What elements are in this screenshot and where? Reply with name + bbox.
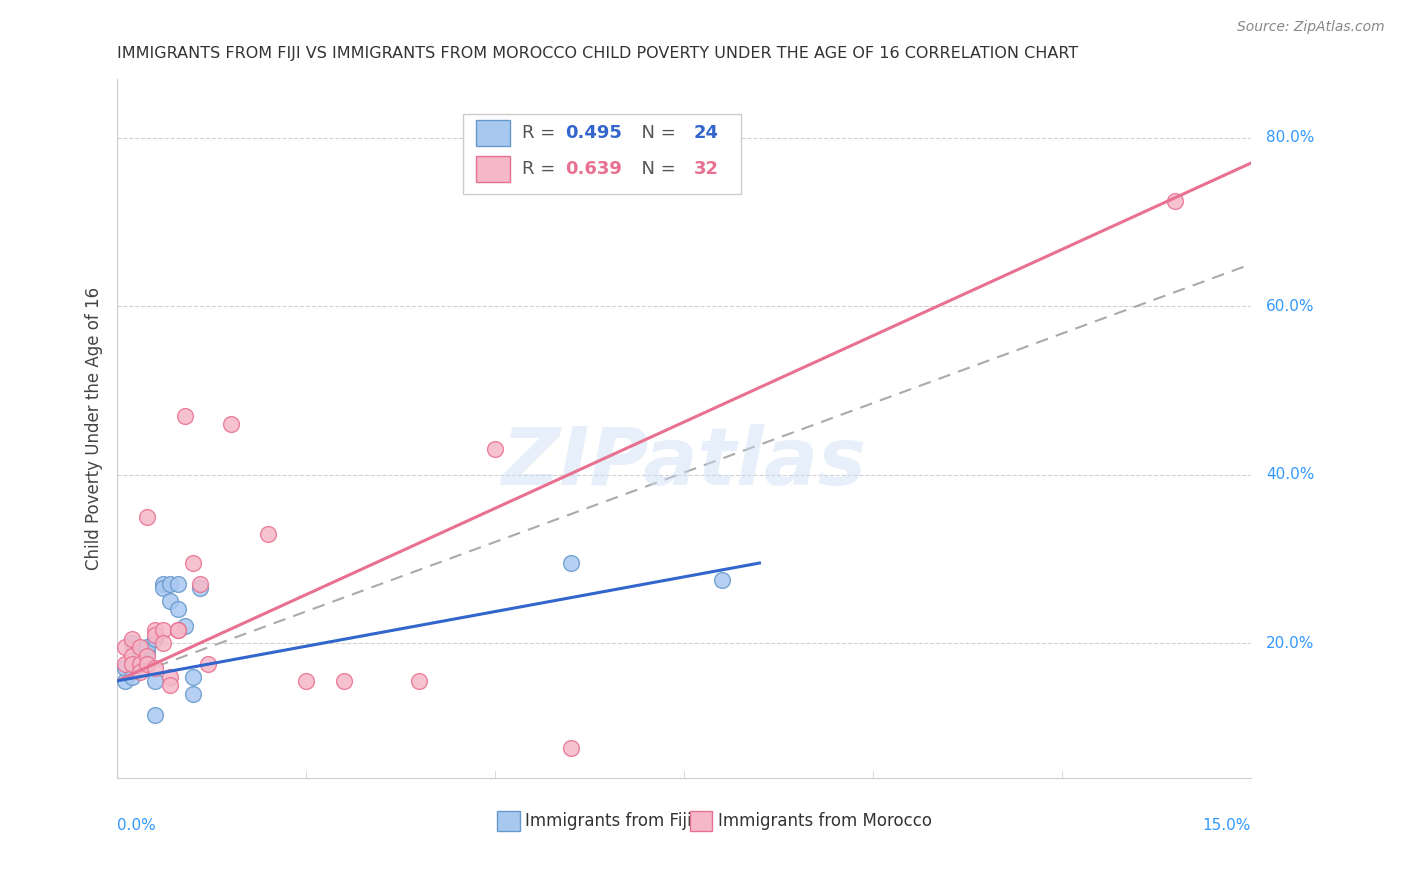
Text: R =: R = (522, 160, 561, 178)
Point (114, 673, 136, 688)
Point (166, 577, 188, 591)
Point (128, 657, 150, 671)
Text: R =: R = (522, 124, 561, 142)
Point (128, 665, 150, 680)
Point (1164, 194, 1187, 208)
Point (114, 640, 136, 655)
Point (136, 509, 159, 524)
Point (257, 526, 280, 541)
Text: 0.495: 0.495 (565, 124, 621, 142)
Text: N =: N = (630, 160, 681, 178)
Text: 0.639: 0.639 (565, 160, 621, 178)
Point (128, 657, 150, 671)
Text: Source: ZipAtlas.com: Source: ZipAtlas.com (1237, 20, 1385, 34)
Text: 24: 24 (695, 124, 718, 142)
FancyBboxPatch shape (463, 114, 741, 194)
Point (121, 657, 143, 671)
Point (166, 624, 188, 638)
Point (197, 657, 219, 671)
Point (121, 648, 143, 663)
Point (136, 657, 159, 671)
Point (143, 632, 166, 646)
Text: IMMIGRANTS FROM FIJI VS IMMIGRANTS FROM MOROCCO CHILD POVERTY UNDER THE AGE OF 1: IMMIGRANTS FROM FIJI VS IMMIGRANTS FROM … (117, 46, 1078, 62)
Point (136, 644, 159, 658)
Point (159, 678, 181, 692)
Point (333, 673, 356, 688)
Text: N =: N = (630, 124, 681, 142)
Point (159, 670, 181, 684)
Point (408, 673, 430, 688)
Point (166, 602, 188, 616)
Point (143, 673, 166, 688)
Point (128, 648, 150, 663)
Point (121, 632, 143, 646)
Point (710, 573, 733, 587)
Point (136, 648, 159, 663)
Point (219, 417, 242, 432)
Point (143, 624, 166, 638)
Text: 80.0%: 80.0% (1265, 130, 1315, 145)
Point (188, 582, 211, 596)
Text: 32: 32 (695, 160, 718, 178)
Text: ZIPatlas: ZIPatlas (502, 425, 866, 502)
Point (114, 661, 136, 675)
Point (121, 670, 143, 684)
Point (152, 624, 174, 638)
Point (136, 657, 159, 671)
Point (188, 577, 211, 591)
Point (152, 577, 174, 591)
Point (121, 636, 143, 650)
Text: Immigrants from Morocco: Immigrants from Morocco (718, 812, 932, 830)
Point (295, 673, 318, 688)
Point (143, 707, 166, 722)
Text: 0.0%: 0.0% (117, 818, 156, 833)
Point (174, 409, 197, 423)
Point (114, 657, 136, 671)
Text: 60.0%: 60.0% (1265, 299, 1315, 314)
Point (181, 686, 204, 700)
Point (159, 594, 181, 608)
FancyBboxPatch shape (477, 156, 510, 182)
Text: 15.0%: 15.0% (1202, 818, 1251, 833)
FancyBboxPatch shape (689, 811, 713, 830)
Text: 40.0%: 40.0% (1265, 467, 1315, 483)
Point (152, 636, 174, 650)
FancyBboxPatch shape (496, 811, 520, 830)
Point (174, 619, 197, 633)
FancyBboxPatch shape (477, 120, 510, 146)
Point (560, 556, 582, 570)
Point (181, 670, 204, 684)
Text: Immigrants from Fiji: Immigrants from Fiji (526, 812, 692, 830)
Point (159, 577, 181, 591)
Text: 20.0%: 20.0% (1265, 635, 1315, 650)
Point (143, 661, 166, 675)
Point (181, 556, 204, 570)
Point (136, 640, 159, 655)
Point (143, 627, 166, 641)
Point (166, 624, 188, 638)
Point (560, 741, 582, 756)
Point (484, 442, 506, 457)
Point (128, 640, 150, 655)
Point (152, 582, 174, 596)
Y-axis label: Child Poverty Under the Age of 16: Child Poverty Under the Age of 16 (86, 287, 103, 570)
